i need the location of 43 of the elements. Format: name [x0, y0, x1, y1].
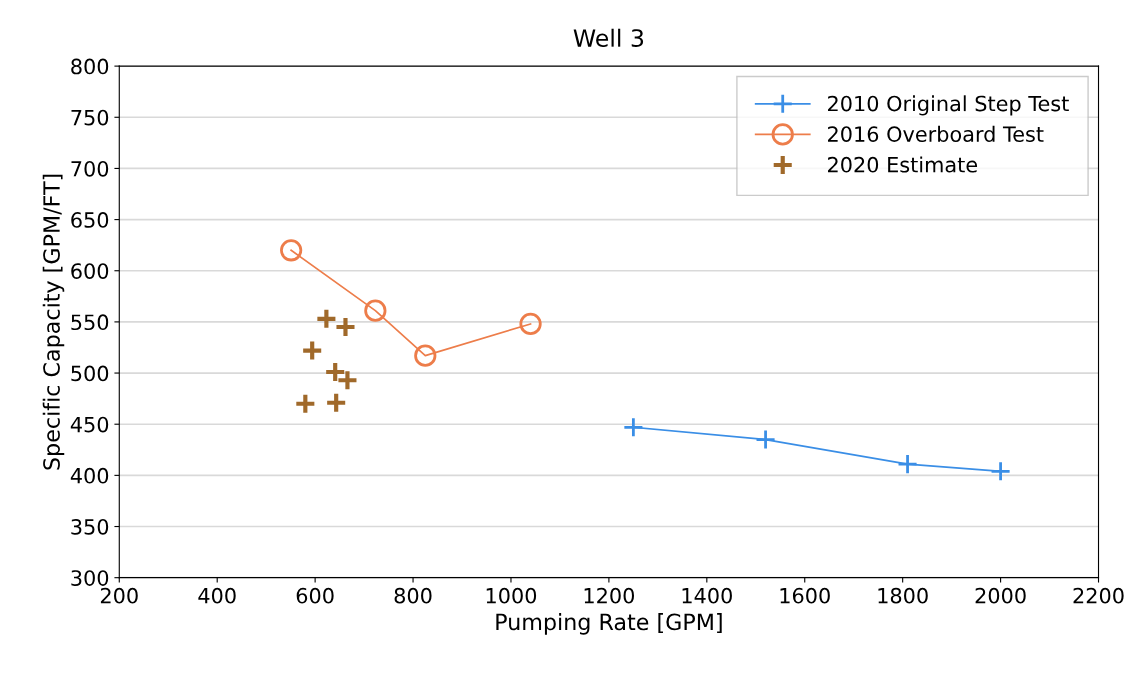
legend-label: 2010 Original Step Test	[828, 95, 1069, 116]
chart-title: Well 3	[573, 28, 644, 48]
point	[325, 391, 348, 414]
x-tick-label: 800	[394, 587, 432, 604]
y-tick-label: 450	[70, 416, 109, 433]
x-tick-label: 1400	[682, 587, 732, 604]
y-tick-label: 750	[71, 109, 109, 126]
point	[280, 239, 303, 262]
y-tick-label: 700	[71, 160, 109, 177]
y-tick-label: 500	[71, 365, 109, 382]
point	[414, 344, 437, 367]
y-tick-label: 600	[71, 263, 109, 279]
x-tick-label: 400	[198, 587, 236, 604]
point	[294, 392, 317, 415]
point	[301, 339, 324, 362]
x-tick-label: 1800	[878, 587, 928, 604]
y-tick-label: 650	[71, 212, 109, 228]
y-tick-label: 550	[71, 314, 109, 331]
legend-label: 2020 Estimate	[828, 156, 978, 173]
point	[324, 360, 347, 384]
x-tick-label: 600	[296, 587, 334, 604]
x-tick-label: 1000	[486, 587, 537, 604]
y-tick-label: 800	[71, 58, 109, 75]
x-tick-label: 1200	[584, 587, 635, 604]
y-axis-title: Specific Capacity [GPM/FT]	[42, 174, 65, 470]
y-tick-label: 400	[70, 467, 109, 484]
point	[990, 460, 1012, 482]
point	[519, 312, 542, 336]
point	[622, 416, 644, 438]
x-tick-label: 2200	[1073, 587, 1124, 604]
point	[364, 299, 387, 322]
point	[336, 369, 359, 392]
x-tick-label: 1600	[780, 587, 830, 604]
y-tick-label: 300	[71, 570, 109, 586]
legend-label: 2016 Overboard Test	[828, 125, 1044, 142]
x-axis-title: Pumping Rate [GPM]	[496, 613, 722, 635]
x-tick-label: 200	[100, 587, 138, 604]
point	[334, 315, 357, 339]
point	[755, 429, 776, 450]
x-tick-label: 2000	[975, 587, 1026, 604]
y-tick-label: 350	[71, 518, 109, 535]
point	[897, 453, 918, 475]
point	[315, 307, 338, 330]
